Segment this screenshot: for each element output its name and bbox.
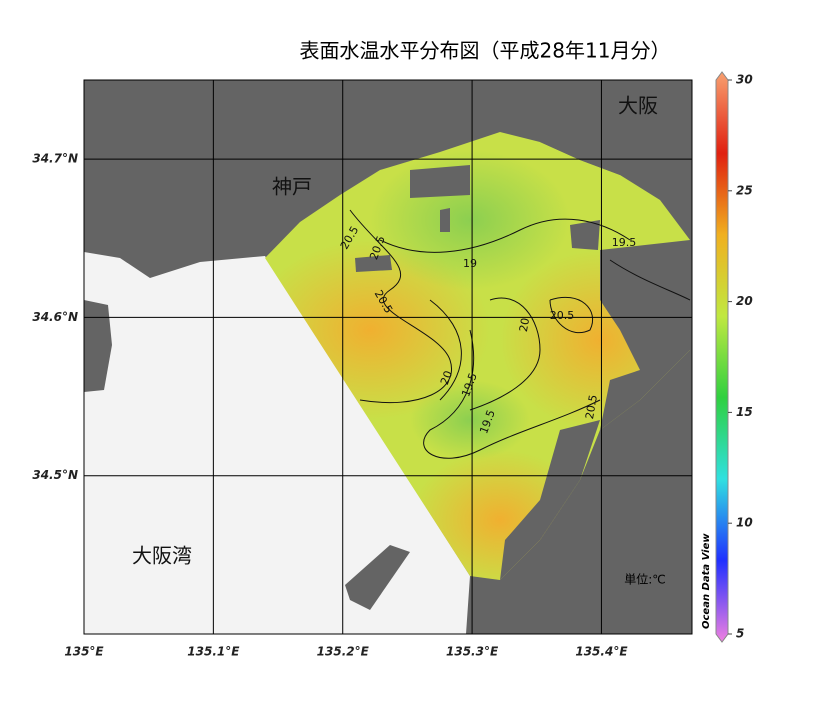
colorbar-tick-label: 5 xyxy=(736,627,744,641)
x-tick-label: 135.4°E xyxy=(575,645,628,659)
x-tick-label: 135°E xyxy=(64,645,104,659)
contour-label: 20 xyxy=(438,369,455,387)
y-tick-label: 34.7°N xyxy=(32,152,78,166)
title-box xyxy=(270,32,700,72)
place-label: 神戸 xyxy=(272,175,312,199)
y-tick-label: 34.5°N xyxy=(32,468,78,482)
contour-label: 20.5 xyxy=(583,394,600,420)
outside-area xyxy=(84,252,470,634)
colorbar xyxy=(715,71,729,643)
place-label: 大阪湾 xyxy=(132,544,192,568)
contour-label: 19.5 xyxy=(612,236,637,249)
island xyxy=(84,300,112,392)
x-tick-label: 135.2°E xyxy=(317,645,370,659)
contours xyxy=(349,209,691,459)
colorbar-tick-label: 30 xyxy=(736,73,753,87)
contour-label: 20 xyxy=(517,317,532,333)
x-tick-label: 135.1°E xyxy=(187,645,240,659)
colorbar-tick-label: 10 xyxy=(736,516,753,530)
chart-title: 表面水温水平分布図（平成28年11月分） xyxy=(300,39,671,63)
x-tick-label: 135.3°E xyxy=(446,645,499,659)
unit-label: 単位:℃ xyxy=(624,573,666,587)
colorbar-tick-label: 25 xyxy=(736,183,753,197)
y-tick-label: 34.6°N xyxy=(32,310,78,324)
plot-frame xyxy=(83,79,693,635)
contour-label: 20.5 xyxy=(550,309,575,322)
colorbar-tick-label: 15 xyxy=(736,405,753,419)
colorbar-label: Ocean Data View xyxy=(701,533,712,629)
map xyxy=(84,80,692,634)
colorbar-tick-label: 20 xyxy=(736,294,753,308)
contour-label: 19 xyxy=(463,257,477,270)
map-labels: 大阪 神戸 大阪湾 単位:℃ xyxy=(132,94,666,587)
place-label: 大阪 xyxy=(618,94,658,118)
harbor-land xyxy=(345,130,690,610)
